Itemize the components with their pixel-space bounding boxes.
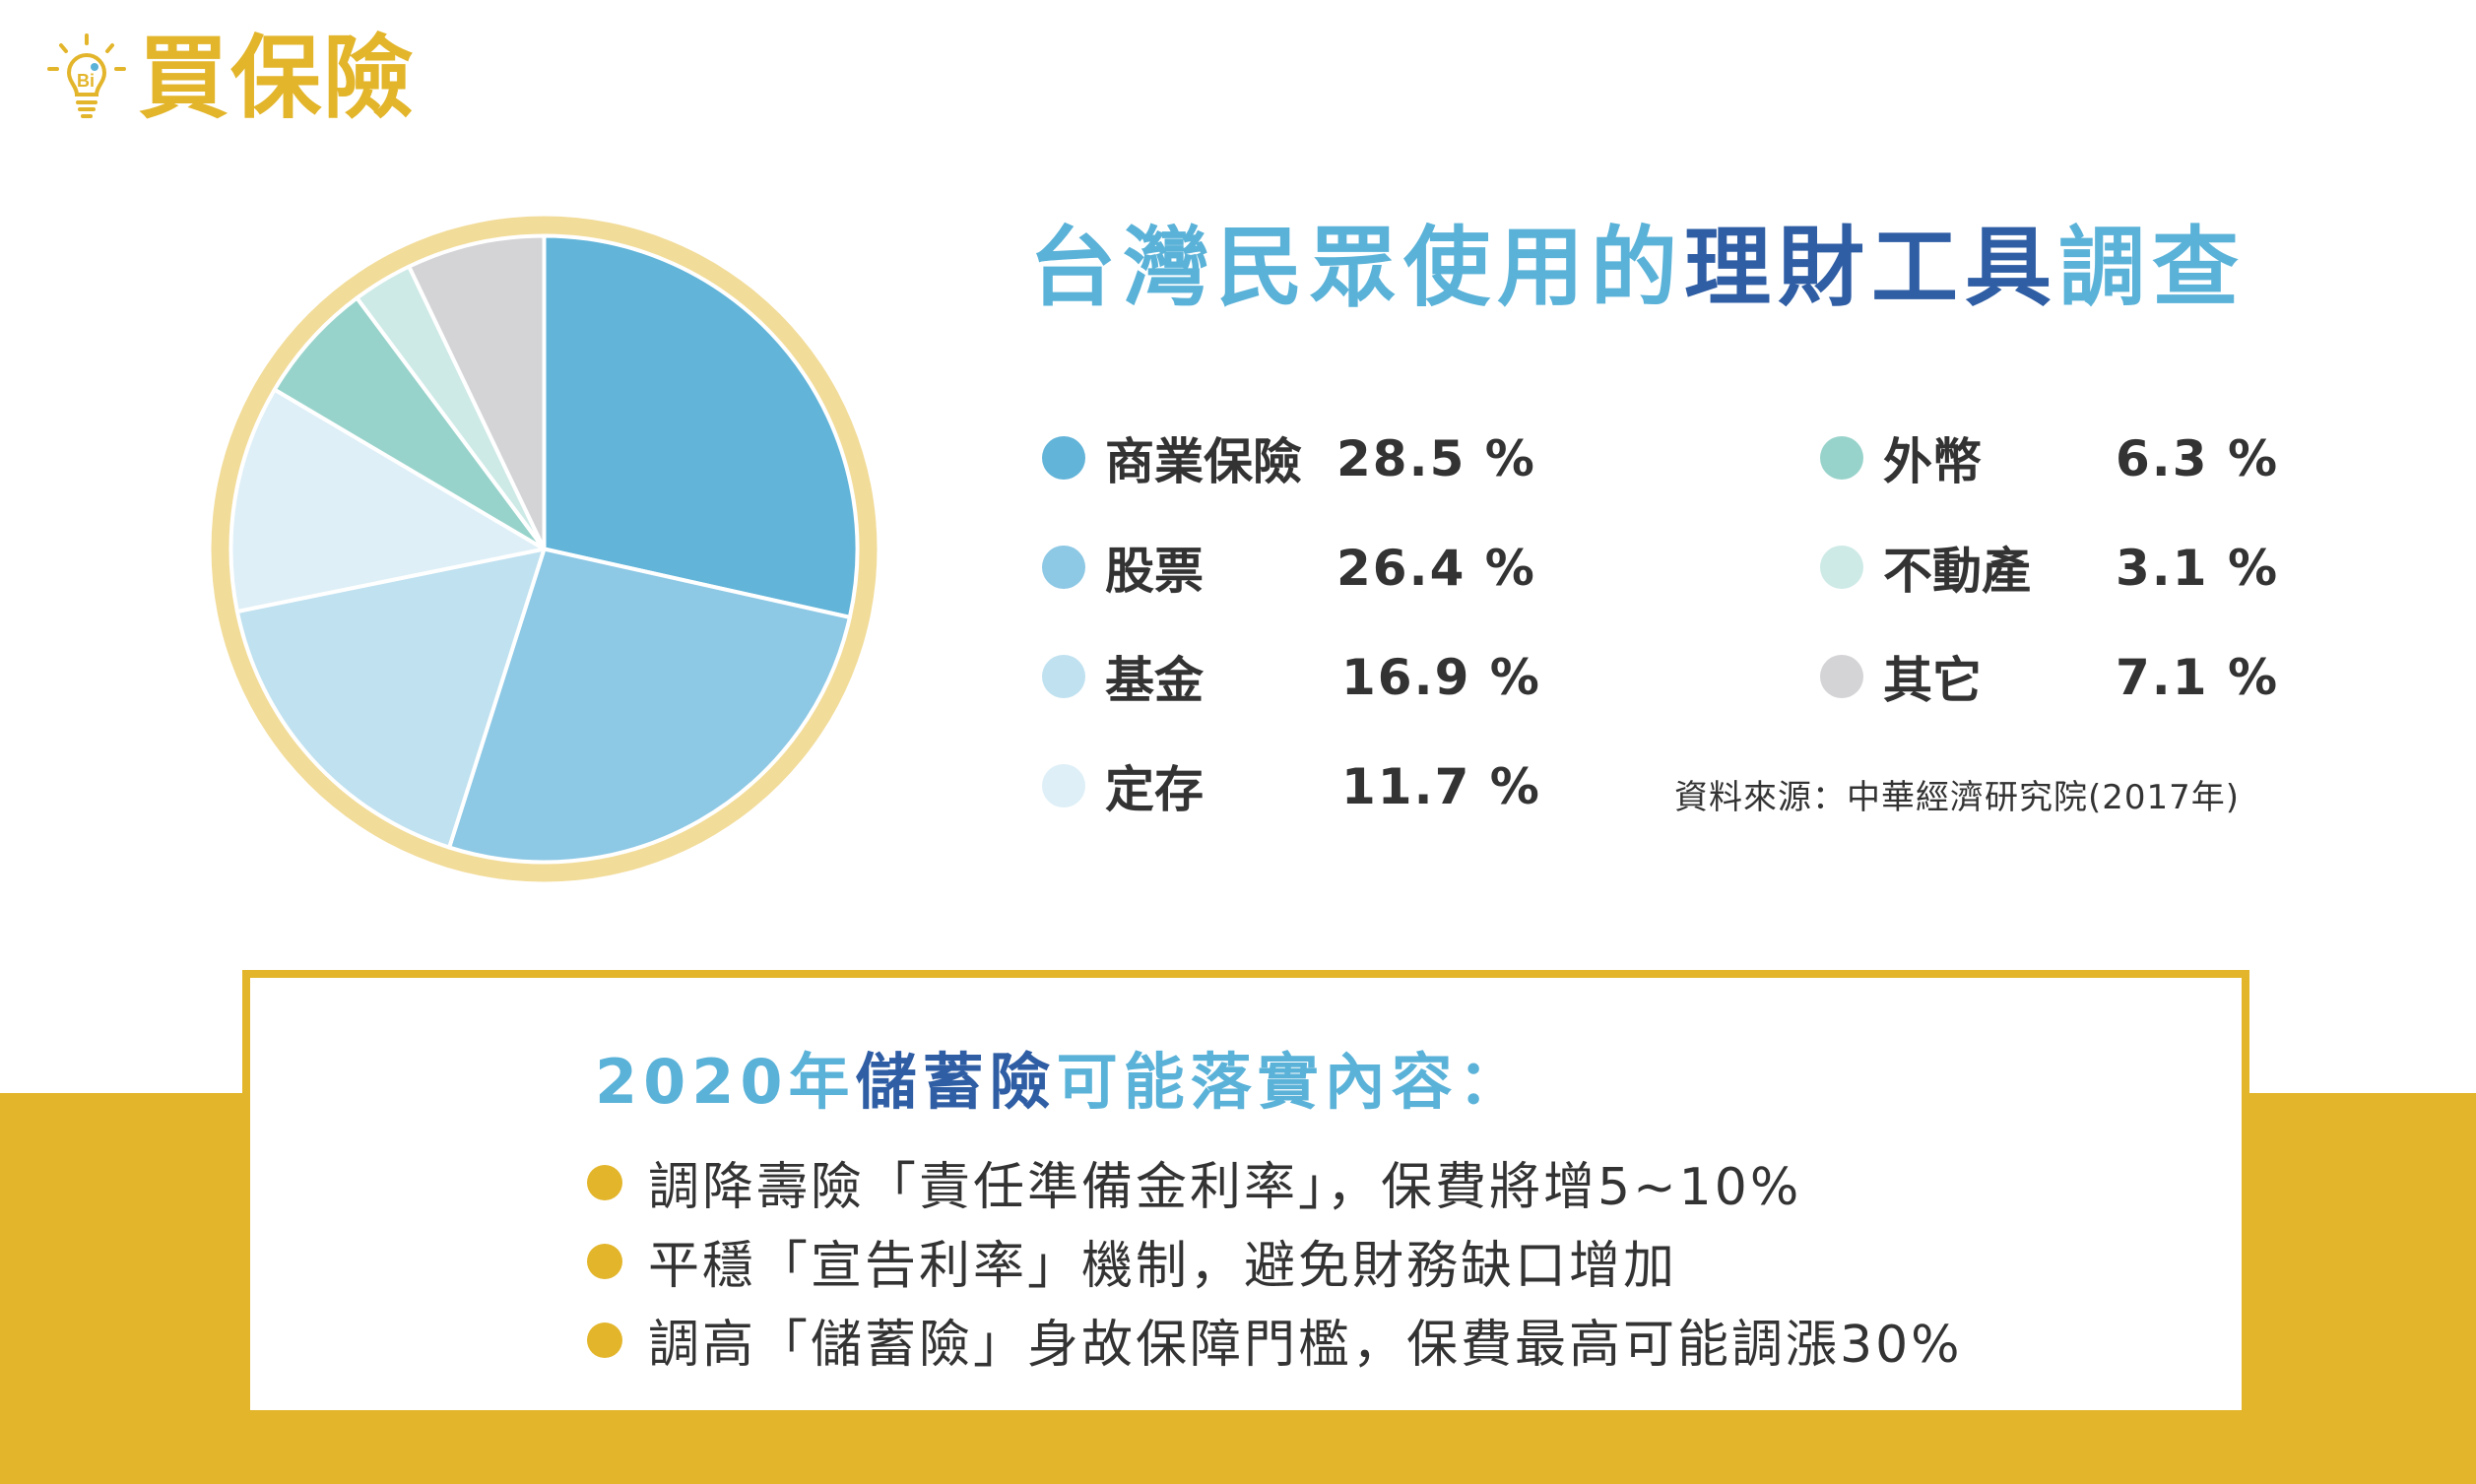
legend-label: 基金: [1105, 652, 1204, 709]
legend-swatch: [1820, 655, 1863, 698]
info-card: 2020年儲蓄險可能落實內容： 調降壽險「責任準備金利率」，保費將增5~10% …: [242, 970, 2249, 1418]
pie-slice: [234, 547, 547, 850]
bullet-dot: [587, 1164, 622, 1200]
legend-swatch: [1042, 436, 1085, 480]
list-item: 調高「儲蓄險」身故保障門檻，保費最高可能調漲30%: [587, 1303, 1963, 1377]
bullet-dot: [587, 1322, 622, 1358]
list-item: 調降壽險「責任準備金利率」，保費將增5~10%: [587, 1145, 1801, 1219]
pie-chart: [197, 202, 891, 896]
legend-item-insurance: 商業保險: [1042, 423, 1302, 492]
legend-item-other: 其它: [1820, 642, 1982, 711]
svg-text:Bi: Bi: [77, 71, 95, 91]
card-title-part-3: 可能落實內容：: [1056, 1046, 1526, 1118]
pie-slice: [447, 547, 852, 865]
pie-chart-svg: [211, 216, 878, 882]
legend-label: 不動產: [1883, 543, 2031, 600]
legend-value: 3.1 %: [2116, 540, 2280, 597]
pie-slice: [228, 387, 547, 614]
bullet-text: 調降壽險「責任準備金利率」，保費將增5~10%: [648, 1158, 1802, 1217]
legend-swatch: [1820, 546, 1863, 589]
legend-value: 6.3 %: [2116, 430, 2280, 487]
legend-swatch: [1820, 436, 1863, 480]
legend-item-stocks: 股票: [1042, 533, 1204, 602]
legend-label: 外幣: [1883, 433, 1982, 490]
bullet-text: 調高「儲蓄險」身故保障門檻，保費最高可能調漲30%: [648, 1316, 1963, 1375]
legend-swatch: [1042, 655, 1085, 698]
pie-slice: [407, 233, 547, 551]
legend-swatch: [1042, 764, 1085, 807]
brand-logo: Bi 買保險: [39, 30, 416, 128]
legend-item-deposits: 定存: [1042, 751, 1204, 820]
legend-label: 商業保險: [1105, 433, 1302, 490]
list-item: 平穩「宣告利率」機制，避免財務缺口增加: [587, 1224, 1677, 1298]
legend-item-funds: 基金: [1042, 642, 1204, 711]
card-title: 2020年儲蓄險可能落實內容：: [595, 1032, 1526, 1121]
legend-value: 26.4 %: [1336, 540, 1536, 597]
title-part-2: 理財工具: [1684, 217, 2059, 318]
title-part-1: 台灣民眾使用的: [1029, 217, 1685, 318]
pie-slice: [542, 233, 860, 619]
pie-slices: [228, 233, 860, 865]
legend-value: 11.7 %: [1341, 758, 1541, 815]
legend-item-real-estate: 不動產: [1820, 533, 2031, 602]
legend-item-forex: 外幣: [1820, 423, 1982, 492]
chart-title: 台灣民眾使用的理財工具調查: [1029, 219, 2246, 317]
pie-slice: [272, 295, 547, 551]
bullet-text: 平穩「宣告利率」機制，避免財務缺口增加: [648, 1237, 1678, 1296]
legend-value: 28.5 %: [1336, 430, 1536, 487]
title-part-3: 調查: [2058, 217, 2247, 318]
legend-label: 定存: [1105, 761, 1204, 818]
bullet-dot: [587, 1243, 622, 1279]
lightbulb-icon: Bi: [47, 33, 126, 118]
card-title-part-2: 儲蓄險: [855, 1046, 1057, 1118]
source-note: 資料來源：中華經濟研究院(2017年): [1674, 778, 2241, 817]
legend-label: 其它: [1883, 652, 1982, 709]
legend-value: 7.1 %: [2116, 649, 2280, 706]
legend-swatch: [1042, 546, 1085, 589]
brand-name: 買保險: [138, 26, 417, 131]
card-title-part-1: 2020年: [595, 1046, 856, 1118]
legend-label: 股票: [1105, 543, 1204, 600]
legend-value: 16.9 %: [1341, 649, 1541, 706]
